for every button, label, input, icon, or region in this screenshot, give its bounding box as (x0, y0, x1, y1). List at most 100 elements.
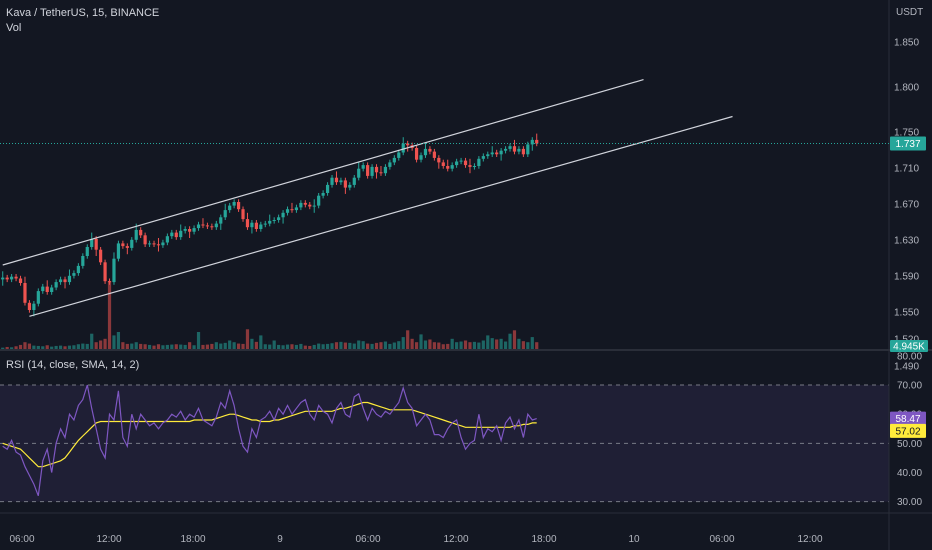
candle-body (290, 209, 294, 211)
volume-bar (352, 343, 356, 349)
candle-body (27, 302, 32, 310)
volume-bar (1, 347, 5, 349)
candle-body (441, 162, 445, 166)
currency-label: USDT (896, 7, 924, 18)
volume-bar (281, 345, 285, 349)
volume-bar (366, 343, 370, 349)
time-tick-label: 12:00 (797, 534, 822, 545)
candle-body (397, 152, 401, 158)
candle-body (134, 229, 138, 240)
candle-body (32, 303, 36, 310)
volume-bar (414, 342, 419, 349)
volume-bar (232, 342, 236, 349)
volume-bar (192, 345, 196, 349)
symbol-legend[interactable]: Kava / TetherUS, 15, BINANCE (6, 7, 160, 19)
volume-bar (236, 343, 241, 349)
candle-body (325, 184, 330, 193)
candle-body (99, 249, 103, 263)
volume-bar (41, 346, 45, 349)
time-tick-label: 10 (628, 534, 640, 545)
candle-body (45, 286, 49, 292)
candle-body (508, 146, 512, 149)
price-tick-label: 1.670 (894, 199, 919, 210)
volume-bar (263, 344, 267, 349)
volume-bar (477, 342, 481, 349)
candle-body (50, 287, 54, 292)
candle-body (205, 225, 210, 227)
candle-body (272, 220, 276, 221)
volume-bar (45, 345, 49, 349)
volume-bar (481, 340, 485, 349)
volume-bar (530, 337, 534, 349)
candle-body (250, 222, 254, 228)
candle-body (170, 232, 174, 237)
candle-body (147, 243, 152, 245)
candle-body (303, 202, 307, 205)
volume-bar (94, 342, 98, 349)
candle-body (308, 204, 312, 207)
volume-bar (437, 342, 441, 349)
volume-legend[interactable]: Vol (6, 22, 22, 34)
last-price-badge (890, 136, 926, 151)
volume-bar (214, 342, 218, 349)
volume-bar (188, 342, 192, 349)
candle-body (321, 193, 325, 196)
volume-bar (517, 338, 521, 349)
time-tick-label: 06:00 (9, 534, 34, 545)
volume-bar (361, 341, 365, 349)
candle-body (214, 223, 218, 228)
volume-bar (245, 329, 250, 349)
volume-bar (392, 342, 396, 349)
volume-bar (10, 347, 14, 349)
volume-bar (179, 344, 183, 349)
rsi-legend[interactable]: RSI (14, close, SMA, 14, 2) (6, 359, 140, 371)
candle-body (263, 223, 267, 225)
volume-bar (294, 344, 299, 349)
volume-bar (299, 343, 303, 349)
volume-bar (147, 344, 152, 349)
volume-bar (170, 344, 174, 349)
volume-bar (419, 334, 423, 349)
candle-body (459, 160, 463, 162)
volume-bar (503, 341, 508, 349)
candle-body (67, 275, 72, 283)
candle-body (63, 279, 67, 283)
volume-bar (67, 345, 72, 349)
volume-bar (521, 341, 525, 349)
volume-bar (401, 337, 405, 349)
candle-body (1, 277, 5, 280)
candle-body (512, 146, 517, 152)
volume-bar (241, 343, 245, 349)
volume-bar (103, 338, 107, 349)
candle-body (268, 220, 272, 224)
price-tick-label: 1.630 (894, 235, 919, 246)
volume-bar (388, 343, 392, 349)
candle-body (294, 207, 299, 211)
rsi-tick-label: 50.00 (897, 439, 922, 450)
price-tick-label: 1.850 (894, 37, 919, 48)
volume-bar (183, 344, 187, 349)
candle-body (526, 144, 530, 155)
volume-bar (508, 333, 512, 349)
candle-body (192, 228, 196, 232)
candle-body (179, 230, 183, 238)
volume-bar (321, 344, 325, 349)
volume-value: 4.945K (893, 342, 925, 353)
last-price-value: 1.737 (895, 139, 920, 150)
candle-body (23, 283, 27, 303)
volume-bar (277, 344, 281, 349)
candle-body (446, 166, 450, 169)
candle-body (112, 258, 116, 283)
candle-body (139, 229, 143, 236)
time-tick-label: 06:00 (355, 534, 380, 545)
candle-body (521, 148, 525, 155)
rsi-band (0, 385, 889, 502)
volume-bar (374, 342, 379, 349)
time-tick-label: 06:00 (709, 534, 734, 545)
volume-bar (50, 346, 54, 349)
volume-bar (143, 344, 147, 349)
candle-body (277, 217, 281, 220)
candle-body (285, 209, 290, 213)
